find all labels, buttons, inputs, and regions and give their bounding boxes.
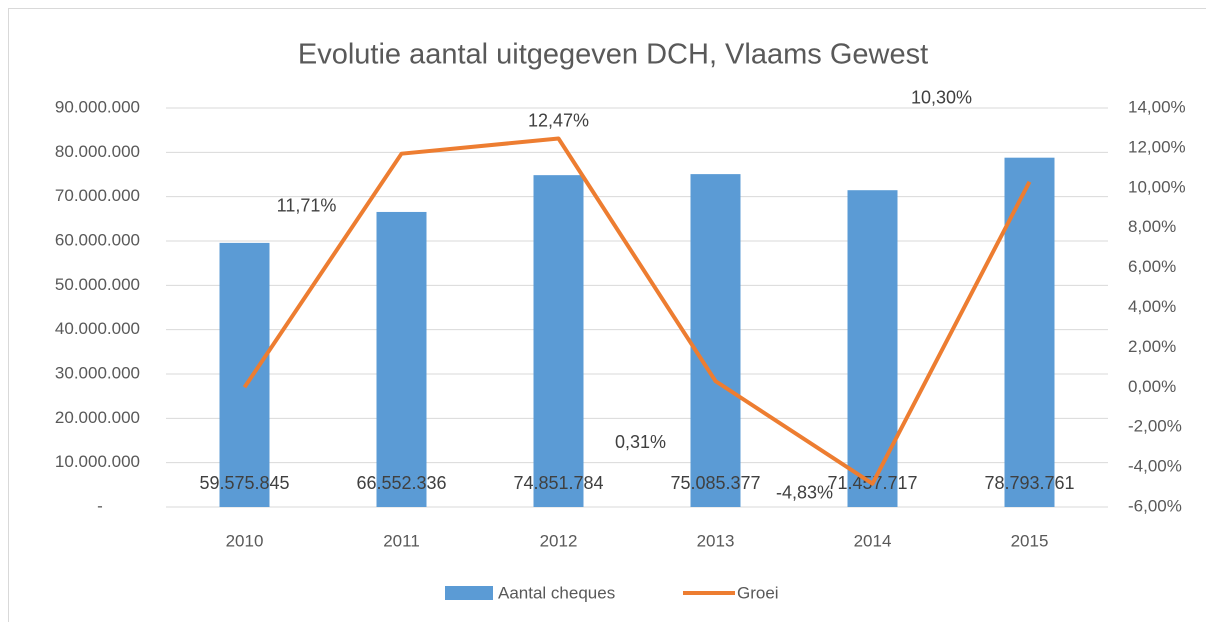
x-tick-label: 2015 (1011, 531, 1049, 550)
y-tick-label: 60.000.000 (55, 230, 140, 249)
bar (533, 175, 584, 507)
data-label: -4,83% (776, 482, 833, 502)
y-tick-label: 90.000.000 (55, 97, 140, 116)
chart-title: Evolutie aantal uitgegeven DCH, Vlaams G… (298, 39, 928, 71)
bar (690, 174, 741, 507)
x-tick-label: 2013 (697, 531, 735, 550)
legend-label: Aantal cheques (498, 583, 615, 602)
y-tick-label: 40.000.000 (55, 319, 140, 338)
legend-swatch (445, 586, 493, 600)
data-label: 74.851.784 (513, 473, 603, 493)
y2-tick-label: -2,00% (1128, 417, 1182, 436)
legend-label: Groei (737, 583, 779, 602)
y2-tick-label: 14,00% (1128, 97, 1186, 116)
y2-tick-label: 8,00% (1128, 217, 1176, 236)
x-tick-label: 2012 (540, 531, 578, 550)
data-label: 59.575.845 (199, 473, 289, 493)
bar (219, 242, 270, 507)
bar (376, 211, 427, 508)
y2-tick-label: 0,00% (1128, 377, 1176, 396)
y-tick-label: - (97, 496, 103, 515)
data-label: 75.085.377 (670, 473, 760, 493)
y-tick-label: 30.000.000 (55, 363, 140, 382)
data-label: 11,71% (277, 195, 337, 215)
line (242, 136, 1032, 486)
y-tick-label: 50.000.000 (55, 275, 140, 294)
y-tick-label: 70.000.000 (55, 186, 140, 205)
y2-tick-label: -6,00% (1128, 496, 1182, 515)
y-tick-label: 10.000.000 (55, 452, 140, 471)
y2-tick-label: 10,00% (1128, 177, 1186, 196)
data-label: 78.793.761 (984, 473, 1074, 493)
data-label: 66.552.336 (356, 473, 446, 493)
y2-tick-label: 2,00% (1128, 337, 1176, 356)
x-tick-label: 2014 (854, 531, 892, 550)
bar (847, 190, 898, 508)
x-tick-label: 2010 (226, 531, 264, 550)
bar (1004, 157, 1055, 507)
y2-tick-label: 4,00% (1128, 297, 1176, 316)
y2-tick-label: 6,00% (1128, 257, 1176, 276)
data-label: 10,30% (911, 88, 972, 108)
y2-tick-label: -4,00% (1128, 457, 1182, 476)
data-label: 0,31% (615, 432, 666, 452)
y2-tick-label: 12,00% (1128, 137, 1186, 156)
y-tick-label: 20.000.000 (55, 408, 140, 427)
y-tick-label: 80.000.000 (55, 142, 140, 161)
data-label: 12,47% (528, 110, 589, 130)
x-tick-label: 2011 (383, 531, 420, 550)
